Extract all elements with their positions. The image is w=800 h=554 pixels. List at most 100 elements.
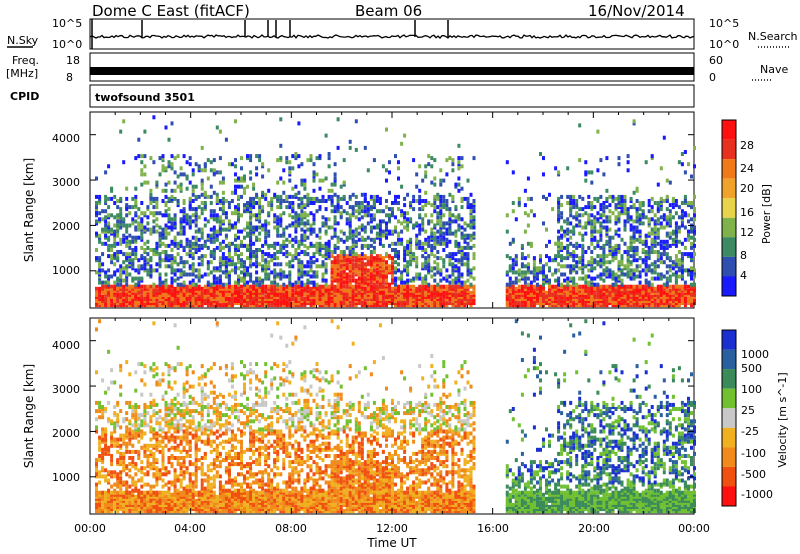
power-cell bbox=[620, 262, 624, 267]
power-cell bbox=[590, 180, 594, 185]
power-cell bbox=[439, 268, 443, 273]
power-cell bbox=[623, 250, 627, 254]
power-cell bbox=[200, 168, 204, 173]
power-cell bbox=[143, 286, 147, 291]
power-cell bbox=[122, 260, 126, 265]
power-cell bbox=[635, 268, 639, 273]
power-cell bbox=[572, 292, 576, 297]
power-cell bbox=[282, 190, 286, 195]
power-cell bbox=[632, 245, 636, 250]
power-cell bbox=[415, 272, 419, 277]
power-cell bbox=[212, 276, 216, 281]
power-cell bbox=[246, 272, 249, 277]
power-cell bbox=[252, 182, 256, 187]
power-cell bbox=[578, 123, 582, 128]
power-cell bbox=[372, 213, 376, 218]
power-cell bbox=[306, 286, 310, 291]
power-cell bbox=[369, 280, 373, 285]
power-cell bbox=[164, 182, 168, 187]
power-cell bbox=[391, 207, 394, 212]
power-cell bbox=[176, 301, 180, 306]
power-cell bbox=[113, 292, 117, 297]
power-cell bbox=[614, 203, 618, 208]
power-cell bbox=[354, 272, 358, 277]
power-cell bbox=[523, 256, 527, 261]
power-cell bbox=[366, 301, 370, 306]
power-cell bbox=[644, 284, 648, 289]
power-cell bbox=[563, 301, 567, 306]
power-cell bbox=[647, 282, 651, 287]
power-cell bbox=[179, 286, 183, 291]
power-cell bbox=[288, 297, 292, 301]
power-cell bbox=[451, 162, 455, 167]
power-cell bbox=[191, 172, 195, 177]
power-cell bbox=[560, 272, 564, 277]
power-cell bbox=[644, 233, 648, 238]
power-cell bbox=[200, 262, 204, 267]
power-cell bbox=[354, 231, 358, 236]
power-cell bbox=[155, 217, 159, 222]
power-cell bbox=[451, 297, 455, 301]
power-cell bbox=[671, 196, 675, 201]
power-cell bbox=[563, 286, 567, 291]
power-cell bbox=[218, 170, 222, 175]
power-cell bbox=[243, 186, 246, 191]
power-cell bbox=[200, 231, 204, 236]
power-cell bbox=[351, 301, 355, 306]
power-cell bbox=[560, 292, 564, 297]
power-cell bbox=[632, 276, 636, 281]
power-cell bbox=[617, 162, 621, 167]
nsky-label: N.Sky bbox=[7, 34, 39, 47]
power-cell bbox=[569, 301, 573, 306]
power-cell bbox=[560, 241, 564, 246]
power-cell bbox=[569, 286, 573, 291]
power-cell bbox=[517, 201, 521, 205]
power-cell bbox=[140, 217, 144, 222]
power-cell bbox=[182, 272, 186, 277]
power-cell bbox=[243, 227, 246, 232]
power-cell bbox=[327, 286, 331, 291]
power-cell bbox=[378, 268, 382, 273]
power-cell bbox=[632, 233, 636, 238]
power-cell bbox=[146, 272, 150, 277]
power-cell bbox=[653, 286, 657, 291]
power-cell bbox=[354, 252, 358, 257]
power-cell bbox=[424, 229, 428, 234]
power-cell bbox=[442, 292, 446, 297]
power-cell bbox=[152, 297, 156, 301]
power-cell bbox=[324, 286, 328, 291]
power-cell bbox=[635, 301, 639, 306]
power-cell bbox=[324, 199, 328, 203]
power-cell bbox=[345, 286, 349, 291]
power-cell bbox=[647, 217, 651, 222]
power-cell bbox=[140, 237, 144, 242]
power-cell bbox=[137, 268, 141, 273]
power-cell bbox=[131, 205, 135, 210]
power-cell bbox=[291, 288, 295, 293]
power-cell bbox=[569, 241, 573, 246]
power-cell bbox=[297, 280, 301, 285]
power-cell bbox=[680, 284, 684, 289]
power-cell bbox=[140, 235, 144, 240]
power-cell bbox=[505, 229, 509, 234]
power-cell bbox=[566, 301, 570, 306]
power-cell bbox=[412, 158, 416, 163]
power-cell bbox=[436, 215, 440, 220]
power-cell bbox=[433, 235, 437, 240]
power-cell bbox=[234, 268, 237, 273]
power-cell bbox=[363, 297, 367, 301]
power-cell bbox=[303, 282, 307, 287]
power-cell bbox=[611, 245, 615, 250]
power-cell bbox=[569, 203, 573, 208]
power-cell bbox=[333, 299, 337, 303]
power-cell bbox=[107, 248, 111, 252]
power-cell bbox=[572, 250, 576, 254]
power-cell bbox=[593, 276, 597, 281]
power-cell bbox=[599, 227, 603, 232]
power-cell bbox=[409, 258, 413, 263]
power-cell bbox=[246, 243, 249, 248]
power-cell bbox=[508, 241, 512, 246]
power-cell bbox=[294, 152, 298, 156]
power-cell bbox=[182, 282, 186, 287]
power-cell bbox=[439, 229, 443, 234]
